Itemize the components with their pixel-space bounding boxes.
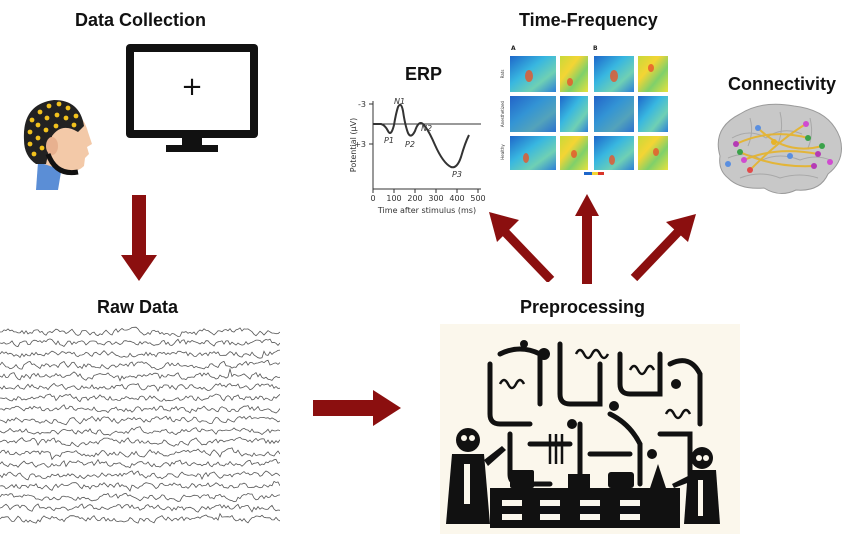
tf-panel-b-label: B xyxy=(593,45,598,52)
eeg-trace xyxy=(0,338,280,348)
eeg-trace xyxy=(0,470,280,481)
eeg-trace xyxy=(0,426,280,436)
eeg-trace xyxy=(0,458,280,469)
eeg-trace xyxy=(0,512,280,524)
eeg-trace xyxy=(0,404,280,414)
eeg-trace xyxy=(0,367,280,382)
tf-panel-a-label: A xyxy=(511,45,516,52)
arrow-down-icon xyxy=(121,195,157,281)
time-frequency-title: Time-Frequency xyxy=(519,10,658,30)
erp-ytick-neg: -3 xyxy=(358,100,366,109)
time-frequency-figure: A B Rats Anesthetized Healthy xyxy=(500,45,668,175)
erp-y-axis-label: Potential (μV) xyxy=(349,118,358,172)
eeg-trace xyxy=(0,447,280,461)
connectivity-brain xyxy=(717,103,842,194)
erp-x-axis-label: Time after stimulus (ms) xyxy=(377,206,476,215)
stimulus-monitor: + xyxy=(126,44,258,152)
erp-xtick-100: 100 xyxy=(386,194,401,203)
arrow-up-left-icon xyxy=(489,212,555,282)
erp-label-n1: N1 xyxy=(394,97,405,106)
tf-row-label-2: Anesthetized xyxy=(500,100,505,127)
preprocessing-title: Preprocessing xyxy=(520,297,646,317)
raw-eeg-traces xyxy=(0,326,280,524)
preprocessing-illustration xyxy=(440,324,740,534)
erp-waveform xyxy=(373,103,470,169)
eeg-trace xyxy=(0,436,280,448)
erp-plot: -3 +3 0 100 200 300 400 500 Time after s… xyxy=(349,97,486,215)
eeg-trace xyxy=(0,492,280,503)
fixation-cross: + xyxy=(181,72,203,102)
eeg-trace xyxy=(0,503,280,513)
erp-label-p2: P2 xyxy=(405,140,415,149)
erp-xtick-400: 400 xyxy=(449,194,464,203)
arrow-right-icon xyxy=(313,390,401,426)
raw-data-title: Raw Data xyxy=(97,297,179,317)
erp-ytick-pos: +3 xyxy=(354,140,366,149)
eeg-cap-head-icon xyxy=(23,100,92,190)
tf-row-label-3: Healthy xyxy=(500,144,505,160)
eeg-trace xyxy=(0,349,280,359)
erp-xtick-200: 200 xyxy=(407,194,422,203)
erp-xtick-300: 300 xyxy=(428,194,443,203)
monitor-icon xyxy=(126,44,258,152)
arrow-up-icon xyxy=(575,194,599,284)
tf-row-label-1: Rats xyxy=(500,70,505,79)
eeg-trace xyxy=(0,359,280,371)
arrow-up-right-icon xyxy=(630,214,696,282)
eeg-trace xyxy=(0,415,280,426)
eeg-trace xyxy=(0,393,280,403)
erp-label-p3: P3 xyxy=(452,170,462,179)
erp-xtick-0: 0 xyxy=(370,194,375,203)
data-collection-title: Data Collection xyxy=(75,10,207,30)
erp-title: ERP xyxy=(405,64,443,84)
connectivity-title: Connectivity xyxy=(728,74,837,94)
eeg-trace xyxy=(0,382,280,392)
erp-label-p1: P1 xyxy=(384,136,394,145)
erp-label-n2: N2 xyxy=(421,124,432,133)
eeg-trace xyxy=(0,326,280,337)
erp-xtick-500: 500 xyxy=(470,194,485,203)
eeg-trace xyxy=(0,480,280,492)
